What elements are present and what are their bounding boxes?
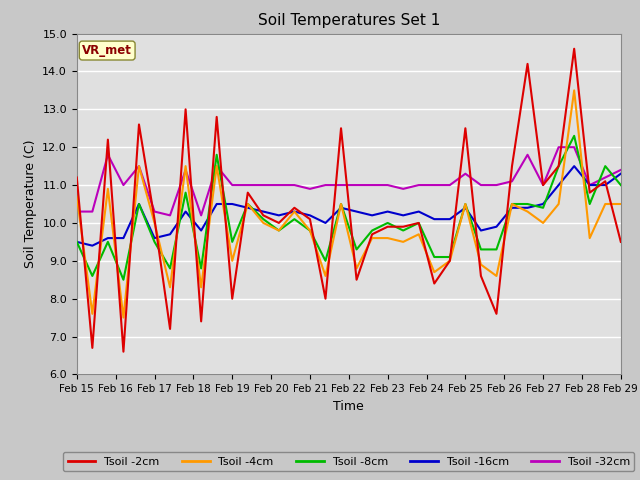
Legend: Tsoil -2cm, Tsoil -4cm, Tsoil -8cm, Tsoil -16cm, Tsoil -32cm: Tsoil -2cm, Tsoil -4cm, Tsoil -8cm, Tsoi…	[63, 452, 634, 471]
X-axis label: Time: Time	[333, 400, 364, 413]
Y-axis label: Soil Temperature (C): Soil Temperature (C)	[24, 140, 36, 268]
Title: Soil Temperatures Set 1: Soil Temperatures Set 1	[258, 13, 440, 28]
Text: VR_met: VR_met	[82, 44, 132, 57]
